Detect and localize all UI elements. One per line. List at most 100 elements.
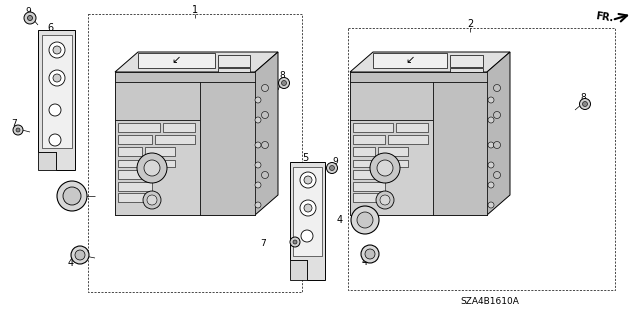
Circle shape (137, 153, 167, 183)
Circle shape (300, 172, 316, 188)
Polygon shape (138, 53, 215, 68)
Text: 7: 7 (11, 118, 17, 128)
Circle shape (370, 153, 400, 183)
Circle shape (488, 202, 494, 208)
Polygon shape (350, 52, 510, 72)
Polygon shape (118, 123, 160, 132)
Polygon shape (293, 167, 322, 256)
Circle shape (365, 249, 375, 259)
Circle shape (71, 246, 89, 264)
Circle shape (75, 250, 85, 260)
Circle shape (16, 128, 20, 132)
Circle shape (28, 16, 33, 20)
Circle shape (488, 162, 494, 168)
Circle shape (49, 104, 61, 116)
Text: 7: 7 (260, 239, 266, 248)
Polygon shape (290, 162, 325, 280)
Polygon shape (115, 72, 255, 82)
Polygon shape (350, 82, 433, 120)
Polygon shape (115, 82, 200, 120)
Text: ↙: ↙ (172, 55, 180, 65)
Circle shape (262, 172, 269, 179)
Circle shape (579, 99, 591, 109)
Text: 9: 9 (332, 157, 338, 166)
Polygon shape (450, 55, 483, 67)
Circle shape (282, 80, 287, 85)
Polygon shape (290, 260, 307, 280)
Polygon shape (450, 68, 483, 72)
Text: 8: 8 (279, 71, 285, 80)
Polygon shape (350, 120, 433, 215)
Circle shape (351, 206, 379, 234)
Polygon shape (115, 120, 200, 215)
Polygon shape (255, 52, 278, 215)
Circle shape (493, 172, 500, 179)
Circle shape (63, 187, 81, 205)
Text: 1: 1 (192, 5, 198, 15)
Polygon shape (350, 72, 487, 82)
Text: ↙: ↙ (405, 55, 415, 65)
Circle shape (488, 97, 494, 103)
Circle shape (255, 97, 261, 103)
Circle shape (304, 176, 312, 184)
Circle shape (262, 112, 269, 118)
Polygon shape (396, 123, 428, 132)
Circle shape (13, 125, 23, 135)
Polygon shape (118, 160, 150, 167)
Circle shape (326, 162, 337, 174)
Circle shape (293, 240, 297, 244)
Text: SZA4B1610A: SZA4B1610A (461, 298, 520, 307)
Circle shape (493, 112, 500, 118)
Polygon shape (153, 160, 175, 167)
Circle shape (377, 160, 393, 176)
Circle shape (255, 162, 261, 168)
Circle shape (49, 42, 65, 58)
Polygon shape (118, 147, 142, 156)
Polygon shape (38, 30, 75, 170)
Circle shape (143, 191, 161, 209)
Circle shape (147, 195, 157, 205)
Circle shape (488, 142, 494, 148)
Circle shape (290, 237, 300, 247)
Text: 4: 4 (362, 257, 368, 267)
Polygon shape (218, 68, 250, 72)
Polygon shape (353, 147, 375, 156)
Circle shape (493, 85, 500, 92)
Polygon shape (118, 182, 152, 191)
Circle shape (582, 101, 588, 107)
Polygon shape (386, 160, 408, 167)
Polygon shape (487, 52, 510, 215)
Text: 6: 6 (47, 23, 53, 33)
Circle shape (255, 142, 261, 148)
Polygon shape (163, 123, 195, 132)
Polygon shape (353, 193, 385, 202)
Polygon shape (218, 55, 250, 67)
Polygon shape (42, 35, 72, 148)
Circle shape (57, 181, 87, 211)
Text: 4: 4 (68, 258, 74, 268)
Circle shape (376, 191, 394, 209)
Polygon shape (118, 193, 152, 202)
Polygon shape (378, 147, 408, 156)
Polygon shape (353, 160, 383, 167)
Circle shape (278, 78, 289, 88)
Polygon shape (353, 135, 385, 144)
Text: 4: 4 (337, 215, 343, 225)
Polygon shape (145, 147, 175, 156)
Circle shape (330, 166, 335, 170)
Polygon shape (353, 182, 385, 191)
Circle shape (255, 182, 261, 188)
Polygon shape (353, 170, 393, 179)
Polygon shape (433, 82, 487, 215)
Polygon shape (155, 135, 195, 144)
Circle shape (361, 245, 379, 263)
Polygon shape (373, 53, 447, 68)
Circle shape (255, 117, 261, 123)
Circle shape (380, 195, 390, 205)
Polygon shape (353, 123, 393, 132)
Circle shape (304, 204, 312, 212)
Polygon shape (200, 82, 255, 215)
Polygon shape (388, 135, 428, 144)
Text: 8: 8 (580, 93, 586, 101)
Polygon shape (115, 72, 255, 215)
